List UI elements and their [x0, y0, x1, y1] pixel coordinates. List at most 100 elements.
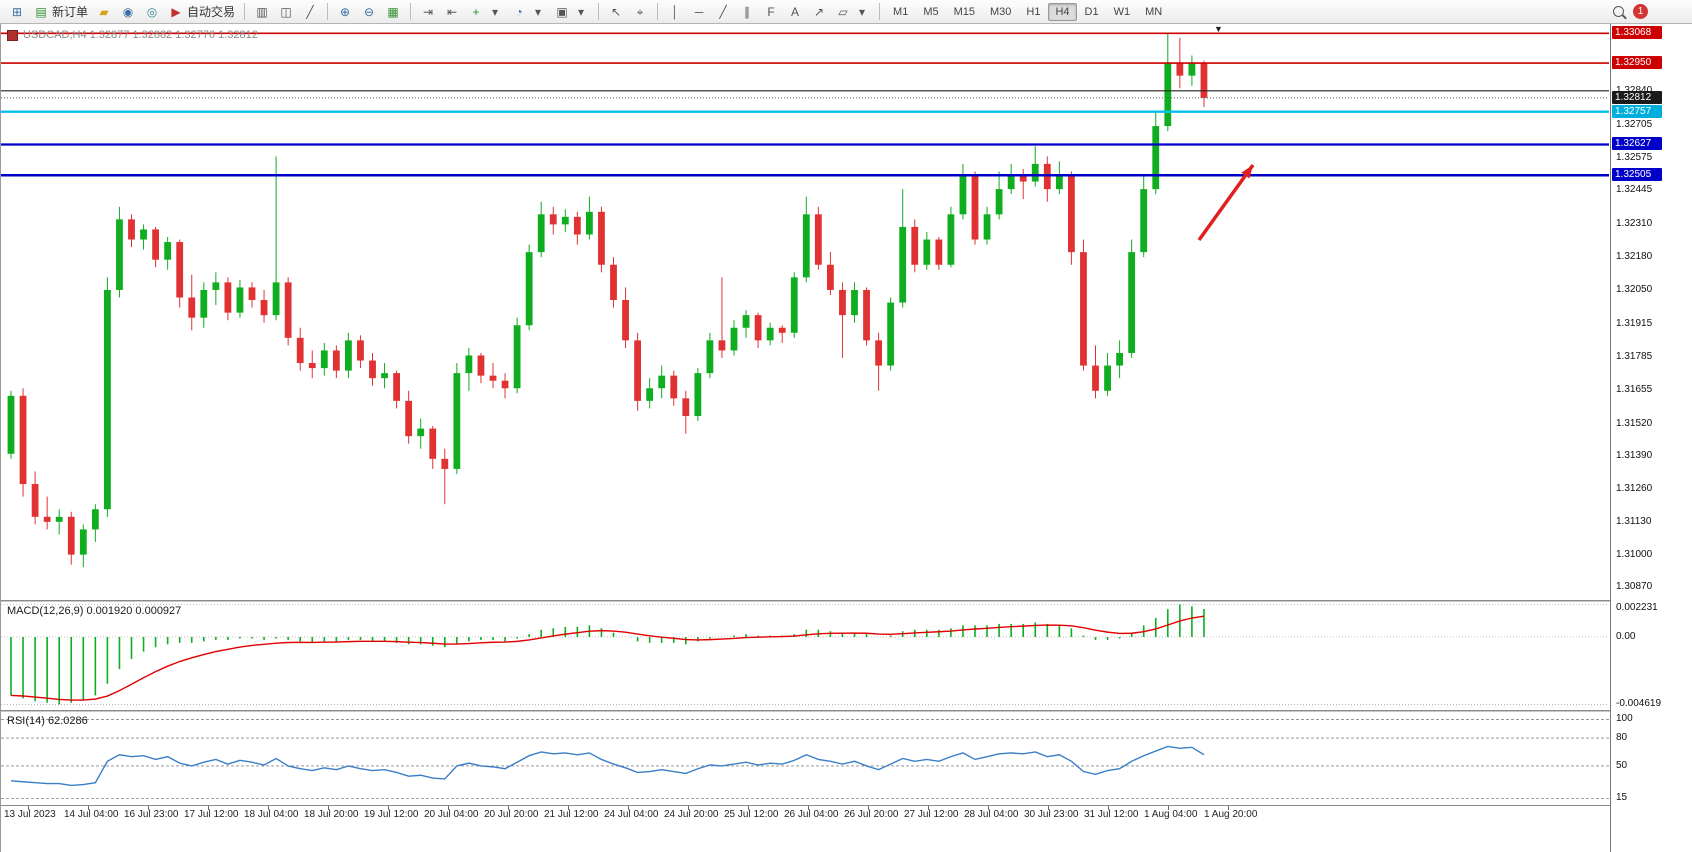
- candle: [851, 289, 858, 316]
- candle: [730, 327, 738, 351]
- time-tick: [1228, 806, 1229, 810]
- candlestick-chart-button[interactable]: ◫: [275, 1, 297, 22]
- candle: [995, 189, 1003, 215]
- pane-separator[interactable]: [1, 600, 1692, 602]
- macd-axis-label: 0.00: [1616, 631, 1636, 643]
- shapes-button[interactable]: ▱ ▾: [832, 1, 873, 22]
- arrow-tool-icon: ↗: [814, 4, 825, 19]
- macd-axis-label: 0.002231: [1616, 602, 1658, 613]
- cursor-button[interactable]: ↖: [605, 1, 627, 22]
- price-axis[interactable]: 1.32840 1.32705 1.32575 1.32445 1.32310 1.321…: [1610, 24, 1692, 852]
- pane-separator[interactable]: [1, 710, 1692, 712]
- auto-trading-label: 自动交易: [187, 5, 236, 19]
- auto-trading-button[interactable]: ▶ 自动交易: [165, 1, 238, 22]
- timeframe-m15-button[interactable]: M15: [953, 5, 975, 18]
- market-icon: ▰: [99, 4, 109, 19]
- candle: [19, 395, 27, 485]
- time-tick: [1108, 806, 1109, 810]
- template-button[interactable]: ▣ ▾: [551, 1, 592, 22]
- candle: [104, 289, 111, 510]
- rsi-pane[interactable]: [1, 712, 1609, 805]
- toolbar: ⊞ ▤ 新订单 ▰ ◉ ◎ ▶ 自动交易 ▥ ◫ ╱ ⊕ ⊖ ▦ ⇥ ⇤ + ▾ ◔ ▾…: [0, 0, 1692, 24]
- new-order-button[interactable]: ▤ 新订单: [30, 1, 91, 22]
- market-button[interactable]: ▰: [93, 1, 115, 22]
- time-axis[interactable]: 13 Jul 2023 14 Jul 04:00 16 Jul 23:00 17 Ju…: [1, 805, 1610, 830]
- tile-windows-button[interactable]: ▦: [382, 1, 404, 22]
- timeframe-m1-button[interactable]: M1: [893, 5, 909, 18]
- rsi-axis-label: 15: [1616, 792, 1628, 804]
- price-tick-label: 1.32575: [1616, 151, 1653, 163]
- vertical-line-button[interactable]: │: [664, 1, 686, 22]
- time-label: 27 Jul 12:00: [904, 809, 959, 820]
- crosshair-button[interactable]: ⌖: [629, 1, 651, 22]
- candle: [1043, 163, 1051, 190]
- candle: [682, 398, 690, 416]
- candle: [911, 226, 919, 265]
- timeframe-h4-button[interactable]: H4: [1048, 2, 1077, 21]
- chart-symbol-icon: [7, 29, 18, 41]
- arrow-tool-button[interactable]: ↗: [808, 1, 830, 22]
- macd-signal-line: [10, 615, 1205, 701]
- profile-icon: ◉: [122, 4, 134, 19]
- price-tick-label: 1.32445: [1616, 184, 1653, 196]
- new-chart-button[interactable]: ⊞: [6, 1, 28, 22]
- price-tick-label: 1.31785: [1616, 350, 1653, 362]
- price-tick-label: 1.31130: [1616, 515, 1652, 527]
- candle: [802, 214, 810, 278]
- candle: [188, 297, 196, 318]
- time-label: 13 Jul 2023: [4, 809, 56, 820]
- macd-pane[interactable]: [1, 602, 1609, 710]
- candle: [1140, 189, 1148, 253]
- time-tick: [28, 806, 29, 810]
- profile-button[interactable]: ◉: [117, 1, 139, 22]
- community-icon: ◎: [146, 4, 158, 19]
- time-label: 16 Jul 23:00: [124, 809, 179, 820]
- candle: [718, 340, 726, 351]
- auto-scroll-button[interactable]: ⇥: [417, 1, 439, 22]
- candle: [164, 242, 172, 260]
- timeframe-w1-button[interactable]: W1: [1113, 5, 1131, 18]
- price-line-badge: 1.32950: [1612, 56, 1662, 70]
- candle: [622, 300, 629, 341]
- timeframe-group: M1 M5 M15 M30 H1 H4 D1 W1 MN: [886, 2, 1169, 21]
- community-button[interactable]: ◎: [141, 1, 163, 22]
- horizontal-line-button[interactable]: ─: [688, 1, 710, 22]
- candle: [67, 516, 75, 555]
- candle: [1200, 63, 1208, 98]
- timeframe-m5-button[interactable]: M5: [923, 5, 939, 18]
- timeframe-m30-button[interactable]: M30: [990, 5, 1012, 18]
- time-label: 17 Jul 12:00: [184, 809, 239, 820]
- line-chart-button[interactable]: ╱: [299, 1, 321, 22]
- candle: [1080, 252, 1087, 366]
- timeframe-h1-button[interactable]: H1: [1026, 5, 1041, 18]
- search-icon: [1613, 6, 1624, 17]
- zoom-in-button[interactable]: ⊕: [334, 1, 356, 22]
- annotation-arrow[interactable]: [1197, 163, 1255, 242]
- chart-shift-marker-icon[interactable]: ▼: [1214, 24, 1223, 34]
- bar-chart-button[interactable]: ▥: [251, 1, 273, 22]
- timeframe-d1-button[interactable]: D1: [1084, 5, 1099, 18]
- price-tick-label: 1.31520: [1616, 417, 1653, 429]
- chart-shift-button[interactable]: ⇤: [441, 1, 463, 22]
- symbol-ohlc-label: USDCAD,H4 1.32877 1.32882 1.32776 1.3281…: [23, 29, 258, 41]
- timeframe-mn-button[interactable]: MN: [1145, 5, 1163, 18]
- bar-chart-icon: ▥: [256, 4, 268, 19]
- price-tick-label: 1.31390: [1616, 450, 1653, 462]
- candle: [887, 302, 895, 366]
- price-line-badge: 1.32627: [1612, 137, 1662, 151]
- zoom-out-button[interactable]: ⊖: [358, 1, 380, 22]
- time-label: 1 Aug 04:00: [1144, 809, 1198, 820]
- notification-badge[interactable]: 1: [1633, 4, 1648, 19]
- search-button[interactable]: [1610, 1, 1627, 22]
- text-tool-icon: A: [791, 4, 800, 19]
- period-button[interactable]: ◔ ▾: [508, 1, 549, 22]
- new-order-label: 新订单: [52, 5, 89, 19]
- trendline-button[interactable]: ╱: [712, 1, 734, 22]
- tile-windows-icon: ▦: [387, 4, 399, 19]
- text-tool-button[interactable]: A: [784, 1, 806, 22]
- main-chart-pane[interactable]: [1, 24, 1609, 600]
- indicators-button[interactable]: + ▾: [465, 1, 506, 22]
- channel-button[interactable]: ∥: [736, 1, 758, 22]
- fibonacci-button[interactable]: F: [760, 1, 782, 22]
